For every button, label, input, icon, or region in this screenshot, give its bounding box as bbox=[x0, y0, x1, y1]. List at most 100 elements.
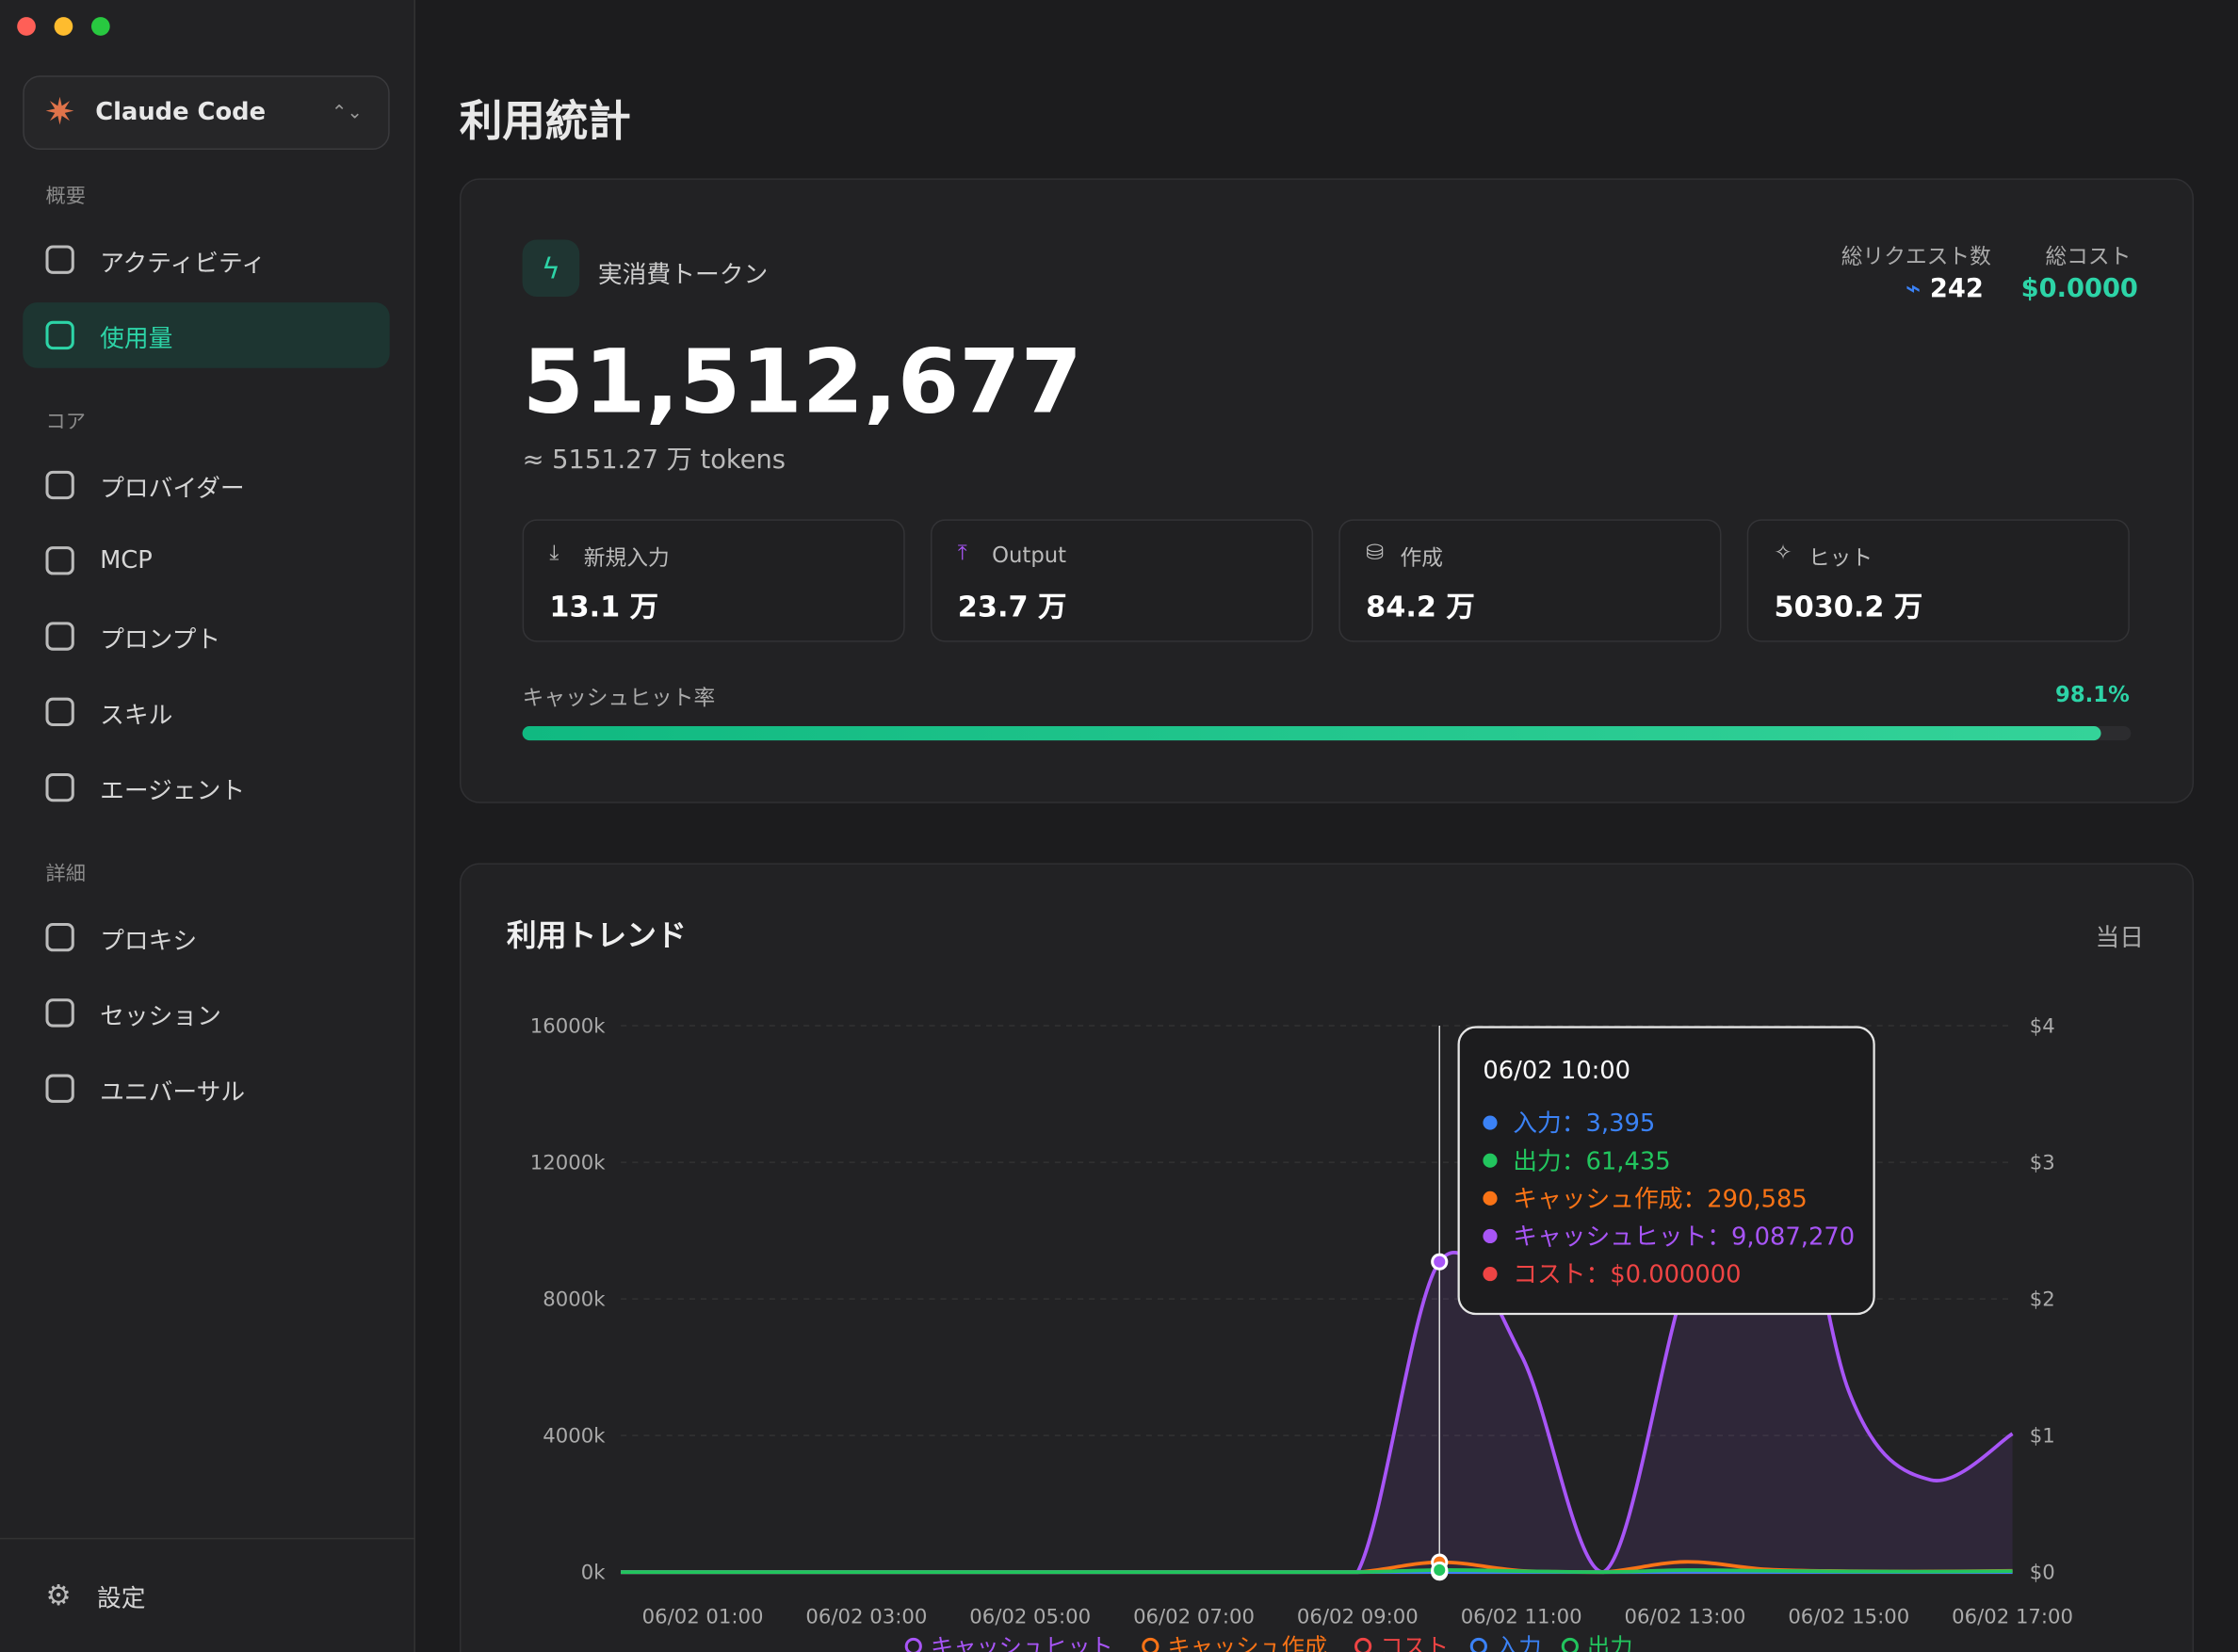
nav-item[interactable]: セッション bbox=[23, 980, 389, 1046]
stat-value: 5030.2 万 bbox=[1774, 589, 1923, 624]
legend-label: 出力 bbox=[1587, 1634, 1632, 1652]
zoom-button[interactable] bbox=[90, 17, 110, 36]
x-tick-label: 06/02 09:00 bbox=[1297, 1605, 1419, 1628]
requests-number: 242 bbox=[1929, 273, 1984, 304]
hover-dot bbox=[1431, 1561, 1449, 1579]
tooltip-row-value: 9,087,270 bbox=[1731, 1223, 1855, 1252]
tooltip-row-value: $0.000000 bbox=[1610, 1261, 1741, 1289]
sidebar: ✷ Claude Code ⌃⌄ 概要アクティビティ 使用量コアプロバイダー MCP… bbox=[0, 0, 415, 1652]
legend-label: キャッシュヒット bbox=[931, 1634, 1113, 1652]
cost-label: 総コスト bbox=[2045, 244, 2132, 270]
section-title: 詳細 bbox=[45, 863, 86, 886]
tooltip-dot bbox=[1483, 1115, 1498, 1130]
nav-label: スキル bbox=[100, 701, 173, 730]
nav-item[interactable]: ユニバーサル bbox=[23, 1056, 389, 1122]
nav-item[interactable]: プロキシ bbox=[23, 904, 389, 970]
cost-value: $0.0000 bbox=[2020, 273, 2138, 304]
stat-value: 84.2 万 bbox=[1366, 589, 1475, 624]
legend-icon bbox=[904, 1637, 922, 1652]
x-tick-label: 06/02 17:00 bbox=[1952, 1605, 2073, 1628]
tooltip-row: 出力：61,435 bbox=[1513, 1147, 1670, 1175]
nav-item[interactable]: MCP bbox=[23, 527, 389, 593]
tooltip-box bbox=[1457, 1026, 1875, 1316]
legend-icon bbox=[1469, 1637, 1487, 1652]
tooltip-row: キャッシュヒット：9,087,270 bbox=[1513, 1223, 1855, 1252]
section-title: 概要 bbox=[45, 185, 86, 209]
nav-label: 使用量 bbox=[100, 324, 173, 353]
divider bbox=[0, 1537, 414, 1540]
x-tick-label: 06/02 03:00 bbox=[805, 1605, 927, 1628]
tooltip-row-label: キャッシュ作成： bbox=[1513, 1185, 1707, 1213]
y-tick-label: 8000k bbox=[543, 1288, 606, 1311]
hover-dot bbox=[1431, 1253, 1449, 1271]
settings-label: 設定 bbox=[96, 1584, 146, 1613]
x-tick-label: 06/02 13:00 bbox=[1625, 1605, 1746, 1628]
tooltip-dot bbox=[1483, 1190, 1498, 1206]
nav-item[interactable]: 使用量 bbox=[23, 302, 390, 368]
stat-card: 新規入力 ⤓ 13.1 万 bbox=[522, 519, 905, 642]
nav-icon bbox=[45, 546, 74, 575]
trend-panel bbox=[459, 863, 2195, 1652]
summary-label: 実消費トークン bbox=[597, 261, 769, 290]
tooltip-dot bbox=[1483, 1153, 1498, 1168]
nav-label: セッション bbox=[100, 1002, 221, 1031]
nav-icon bbox=[45, 470, 74, 500]
chevron: ⌃⌄ bbox=[331, 102, 363, 124]
y-tick-label: 4000k bbox=[543, 1424, 606, 1448]
x-tick-label: 06/02 11:00 bbox=[1461, 1605, 1582, 1628]
section-title: コア bbox=[45, 411, 86, 434]
nav-icon bbox=[45, 1074, 74, 1103]
close-button[interactable] bbox=[17, 17, 36, 36]
y-tick-label: 12000k bbox=[530, 1151, 606, 1174]
bolt-icon: ϟ bbox=[522, 239, 580, 298]
approx-tokens: ≈ 5151.27 万 tokens bbox=[522, 445, 787, 476]
tooltip-dot bbox=[1483, 1267, 1498, 1282]
chart-title: 利用トレンド bbox=[507, 917, 687, 953]
stat-value: 23.7 万 bbox=[957, 589, 1067, 624]
stat-card: ヒット ✧ 5030.2 万 bbox=[1746, 519, 2130, 642]
settings-item[interactable]: ⚙ 設定 bbox=[45, 1578, 146, 1613]
app-selector[interactable]: ✷ Claude Code ⌃⌄ bbox=[23, 75, 390, 151]
nav-label: プロンプト bbox=[100, 625, 221, 655]
stat-card: 作成 ⛁ 84.2 万 bbox=[1338, 519, 1722, 642]
page-title: 利用統計 bbox=[459, 96, 631, 148]
nav-item[interactable]: プロバイダー bbox=[23, 452, 389, 518]
requests-value: ⌁ 242 bbox=[1905, 273, 1984, 304]
tooltip-row: キャッシュ作成：290,585 bbox=[1513, 1185, 1808, 1213]
legend-icon bbox=[1561, 1637, 1579, 1652]
tooltip-row: 入力：3,395 bbox=[1513, 1109, 1655, 1138]
nav-label: MCP bbox=[100, 546, 153, 575]
nav-item[interactable]: プロンプト bbox=[23, 604, 389, 670]
tooltip-row-value: 3,395 bbox=[1585, 1109, 1655, 1138]
minimize-button[interactable] bbox=[54, 17, 73, 36]
nav-item[interactable]: エージェント bbox=[23, 754, 389, 820]
requests-label: 総リクエスト数 bbox=[1841, 244, 1991, 270]
tooltip-row-value: 61,435 bbox=[1585, 1147, 1670, 1175]
app-name: Claude Code bbox=[95, 98, 267, 127]
nav-item[interactable]: スキル bbox=[23, 679, 389, 745]
range-label: 当日 bbox=[2095, 924, 2144, 952]
nav-label: プロバイダー bbox=[100, 474, 245, 503]
stat-label: ヒット bbox=[1808, 544, 1873, 571]
y2-tick-label: $3 bbox=[2030, 1151, 2055, 1174]
nav-label: アクティビティ bbox=[100, 249, 267, 278]
nav-icon bbox=[45, 922, 74, 952]
nav-icon bbox=[45, 320, 74, 350]
stat-icon: ⤒ bbox=[957, 539, 967, 565]
legend-label: キャッシュ作成 bbox=[1168, 1634, 1328, 1652]
summary-panel: ϟ 実消費トークン 総リクエスト数 ⌁ 242 総コスト $0.0000 51,… bbox=[459, 178, 2195, 803]
cache-bar bbox=[522, 725, 2100, 741]
nav-icon bbox=[45, 998, 74, 1028]
stat-label: 作成 bbox=[1400, 544, 1444, 571]
nav-item[interactable]: アクティビティ bbox=[23, 227, 389, 293]
tooltip-row-value: 290,585 bbox=[1707, 1185, 1808, 1213]
legend-label: コスト bbox=[1380, 1634, 1449, 1652]
cache-track bbox=[522, 725, 2132, 741]
cache-label: キャッシュヒット率 bbox=[522, 685, 716, 711]
nav-icon bbox=[45, 622, 74, 651]
stat-label: 新規入力 bbox=[583, 544, 670, 571]
total-tokens: 51,512,677 bbox=[522, 329, 1082, 434]
